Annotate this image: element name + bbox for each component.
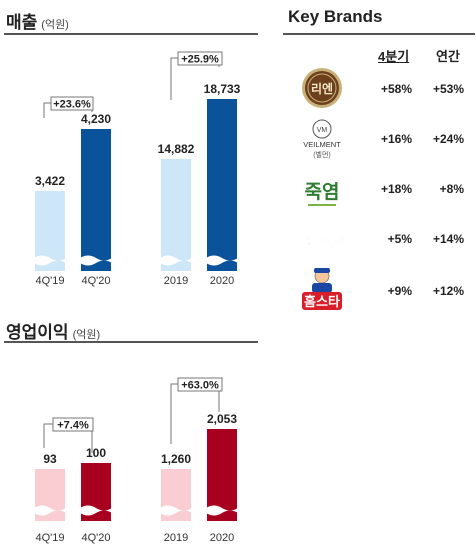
jukyeom-year: +8% — [439, 182, 464, 196]
reen-logo-text: 리엔 — [311, 81, 333, 96]
jukyeom-quarter: +18% — [380, 182, 412, 196]
op-axis-break-1-1 — [206, 505, 238, 516]
shaflan-logo-text: 샤프란 — [301, 234, 345, 251]
sales-chart: +23.6% +25.9% 3,422 4,230 14,882 18,733 4Q'… — [34, 51, 241, 287]
op-cat-2019: 2019 — [164, 532, 188, 544]
sales-quarter-growth-label: +23.6% — [53, 99, 91, 111]
op-value-label-1-1: 2,053 — [207, 412, 237, 426]
shaflan-logo-icon: 샤프란 — [298, 218, 346, 262]
homestar-logo-text: 홈스타 — [304, 294, 340, 309]
op-title: 영업이익 (억원) — [6, 318, 100, 343]
sales-title: 매출 (억원) — [6, 8, 69, 33]
key-brands-title: Key Brands — [288, 7, 383, 26]
sales-value-label-1-0: 14,882 — [158, 142, 195, 156]
op-value-label-0-0: 93 — [43, 452, 57, 466]
op-annual-growth-box — [177, 377, 223, 392]
sales-rule — [4, 33, 258, 35]
sales-bar-1-0 — [161, 159, 191, 271]
op-annual-growth-label: +63.0% — [181, 380, 219, 392]
sales-cat-2020: 2020 — [210, 275, 234, 287]
veilment-logo-sub: (벨먼) — [313, 150, 331, 159]
jukyeom-logo-text: 죽염 — [305, 181, 340, 203]
sales-bar-1-1 — [207, 99, 237, 271]
shaflan-year: +14% — [432, 232, 464, 246]
reen-year: +53% — [432, 82, 464, 96]
homestar-logo-icon: 홈스타 — [298, 266, 346, 314]
sales-unit: (억원) — [41, 19, 69, 31]
veilment-logo-text: VEILMENT — [303, 140, 341, 149]
veilment-logo-icon: VM VEILMENT (벨먼) — [298, 117, 346, 161]
op-title-text: 영업이익 — [6, 323, 69, 342]
sales-axis-break-0-1 — [80, 255, 112, 266]
op-cat-4q19: 4Q'19 — [35, 532, 64, 544]
homestar-quarter: +9% — [387, 284, 412, 298]
sales-annual-growth-box — [177, 51, 223, 66]
op-axis-break-0-1 — [80, 505, 112, 516]
sales-value-label-1-1: 18,733 — [204, 82, 241, 96]
svg-text:VM: VM — [317, 127, 328, 134]
sales-cat-4q20: 4Q'20 — [81, 275, 110, 287]
veilment-quarter: +16% — [380, 132, 412, 146]
sales-title-text: 매출 — [6, 13, 38, 32]
sales-axis-break-0-0 — [34, 255, 66, 266]
sales-axis-break-1-0 — [160, 255, 192, 266]
shaflan-quarter: +5% — [387, 232, 412, 246]
reen-logo-icon: 리엔 — [300, 66, 344, 110]
op-quarter-growth-box — [52, 417, 94, 432]
op-rule — [4, 341, 258, 343]
jukyeom-logo-icon: 죽염 — [300, 168, 344, 212]
op-chart: +7.4% +63.0% 93 100 1,260 2,053 4Q'19 4Q'20… — [34, 377, 238, 544]
op-axis-break-0-0 — [34, 505, 66, 516]
sales-axis-break-1-1 — [206, 255, 238, 266]
key-brands-rule — [283, 33, 475, 35]
op-unit: (억원) — [72, 329, 101, 341]
sales-annual-growth-label: +25.9% — [181, 54, 219, 66]
sales-bar-0-1 — [81, 129, 111, 271]
sales-cat-4q19: 4Q'19 — [35, 275, 64, 287]
sales-value-label-0-1: 4,230 — [81, 112, 111, 126]
reen-quarter: +58% — [380, 82, 412, 96]
sales-quarter-growth-box — [50, 96, 94, 111]
op-quarter-growth-label: +7.4% — [57, 420, 89, 432]
op-value-label-1-0: 1,260 — [161, 452, 191, 466]
homestar-year: +12% — [432, 284, 464, 298]
op-value-label-0-1: 100 — [86, 446, 106, 460]
op-cat-2020: 2020 — [210, 532, 234, 544]
op-axis-break-1-0 — [160, 505, 192, 516]
veilment-year: +24% — [432, 132, 464, 146]
col-quarter-header: 4분기 — [378, 49, 410, 64]
col-year-header: 연간 — [436, 49, 460, 64]
sales-value-label-0-0: 3,422 — [35, 174, 65, 188]
sales-cat-2019: 2019 — [164, 275, 188, 287]
op-cat-4q20: 4Q'20 — [81, 532, 110, 544]
